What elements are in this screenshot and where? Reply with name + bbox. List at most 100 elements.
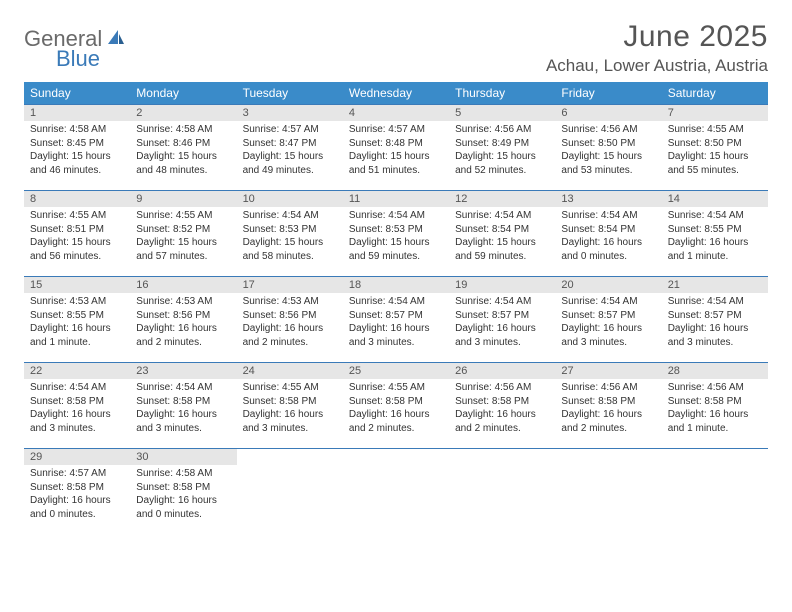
day-number: 4 xyxy=(343,105,449,121)
calendar-cell: 21Sunrise: 4:54 AMSunset: 8:57 PMDayligh… xyxy=(662,277,768,363)
calendar-cell xyxy=(237,449,343,535)
logo-sail-icon xyxy=(106,28,126,51)
weekday-thursday: Thursday xyxy=(449,82,555,105)
calendar-cell xyxy=(662,449,768,535)
calendar-cell: 11Sunrise: 4:54 AMSunset: 8:53 PMDayligh… xyxy=(343,191,449,277)
weekday-row: Sunday Monday Tuesday Wednesday Thursday… xyxy=(24,82,768,105)
day-number: 5 xyxy=(449,105,555,121)
day-detail: Sunrise: 4:56 AMSunset: 8:58 PMDaylight:… xyxy=(662,379,768,439)
calendar-cell: 25Sunrise: 4:55 AMSunset: 8:58 PMDayligh… xyxy=(343,363,449,449)
day-number: 9 xyxy=(130,191,236,207)
day-detail: Sunrise: 4:53 AMSunset: 8:55 PMDaylight:… xyxy=(24,293,130,353)
calendar-table: Sunday Monday Tuesday Wednesday Thursday… xyxy=(24,82,768,535)
calendar-cell: 6Sunrise: 4:56 AMSunset: 8:50 PMDaylight… xyxy=(555,105,661,191)
calendar-cell: 26Sunrise: 4:56 AMSunset: 8:58 PMDayligh… xyxy=(449,363,555,449)
day-number: 19 xyxy=(449,277,555,293)
day-number: 22 xyxy=(24,363,130,379)
month-title: June 2025 xyxy=(546,20,768,54)
calendar-cell: 10Sunrise: 4:54 AMSunset: 8:53 PMDayligh… xyxy=(237,191,343,277)
day-number: 16 xyxy=(130,277,236,293)
day-detail: Sunrise: 4:58 AMSunset: 8:58 PMDaylight:… xyxy=(130,465,236,525)
day-number: 3 xyxy=(237,105,343,121)
title-block: June 2025 Achau, Lower Austria, Austria xyxy=(546,20,768,76)
calendar-cell: 16Sunrise: 4:53 AMSunset: 8:56 PMDayligh… xyxy=(130,277,236,363)
day-number: 29 xyxy=(24,449,130,465)
calendar-cell: 28Sunrise: 4:56 AMSunset: 8:58 PMDayligh… xyxy=(662,363,768,449)
calendar-cell xyxy=(343,449,449,535)
logo: General Blue xyxy=(24,20,126,52)
day-detail: Sunrise: 4:54 AMSunset: 8:58 PMDaylight:… xyxy=(24,379,130,439)
logo-text-blue: Blue xyxy=(56,46,100,72)
calendar-cell xyxy=(449,449,555,535)
calendar-row: 8Sunrise: 4:55 AMSunset: 8:51 PMDaylight… xyxy=(24,191,768,277)
day-number: 1 xyxy=(24,105,130,121)
day-number: 12 xyxy=(449,191,555,207)
weekday-friday: Friday xyxy=(555,82,661,105)
day-detail: Sunrise: 4:53 AMSunset: 8:56 PMDaylight:… xyxy=(130,293,236,353)
day-number: 13 xyxy=(555,191,661,207)
day-detail: Sunrise: 4:56 AMSunset: 8:50 PMDaylight:… xyxy=(555,121,661,181)
day-detail: Sunrise: 4:56 AMSunset: 8:58 PMDaylight:… xyxy=(555,379,661,439)
calendar-cell: 30Sunrise: 4:58 AMSunset: 8:58 PMDayligh… xyxy=(130,449,236,535)
day-detail: Sunrise: 4:54 AMSunset: 8:53 PMDaylight:… xyxy=(343,207,449,267)
day-detail: Sunrise: 4:54 AMSunset: 8:53 PMDaylight:… xyxy=(237,207,343,267)
calendar-cell: 5Sunrise: 4:56 AMSunset: 8:49 PMDaylight… xyxy=(449,105,555,191)
weekday-monday: Monday xyxy=(130,82,236,105)
day-number: 17 xyxy=(237,277,343,293)
day-detail: Sunrise: 4:54 AMSunset: 8:54 PMDaylight:… xyxy=(449,207,555,267)
calendar-cell: 17Sunrise: 4:53 AMSunset: 8:56 PMDayligh… xyxy=(237,277,343,363)
day-number: 28 xyxy=(662,363,768,379)
weekday-sunday: Sunday xyxy=(24,82,130,105)
day-detail: Sunrise: 4:55 AMSunset: 8:51 PMDaylight:… xyxy=(24,207,130,267)
weekday-wednesday: Wednesday xyxy=(343,82,449,105)
day-number: 21 xyxy=(662,277,768,293)
day-number: 11 xyxy=(343,191,449,207)
day-detail: Sunrise: 4:57 AMSunset: 8:48 PMDaylight:… xyxy=(343,121,449,181)
day-number: 20 xyxy=(555,277,661,293)
calendar-cell: 15Sunrise: 4:53 AMSunset: 8:55 PMDayligh… xyxy=(24,277,130,363)
day-detail: Sunrise: 4:58 AMSunset: 8:45 PMDaylight:… xyxy=(24,121,130,181)
calendar-row: 1Sunrise: 4:58 AMSunset: 8:45 PMDaylight… xyxy=(24,105,768,191)
day-detail: Sunrise: 4:53 AMSunset: 8:56 PMDaylight:… xyxy=(237,293,343,353)
calendar-cell: 7Sunrise: 4:55 AMSunset: 8:50 PMDaylight… xyxy=(662,105,768,191)
calendar-cell: 23Sunrise: 4:54 AMSunset: 8:58 PMDayligh… xyxy=(130,363,236,449)
calendar-cell: 8Sunrise: 4:55 AMSunset: 8:51 PMDaylight… xyxy=(24,191,130,277)
calendar-cell: 4Sunrise: 4:57 AMSunset: 8:48 PMDaylight… xyxy=(343,105,449,191)
calendar-cell: 27Sunrise: 4:56 AMSunset: 8:58 PMDayligh… xyxy=(555,363,661,449)
day-detail: Sunrise: 4:55 AMSunset: 8:58 PMDaylight:… xyxy=(237,379,343,439)
day-number: 6 xyxy=(555,105,661,121)
day-detail: Sunrise: 4:57 AMSunset: 8:58 PMDaylight:… xyxy=(24,465,130,525)
calendar-cell: 9Sunrise: 4:55 AMSunset: 8:52 PMDaylight… xyxy=(130,191,236,277)
day-number: 25 xyxy=(343,363,449,379)
calendar-row: 29Sunrise: 4:57 AMSunset: 8:58 PMDayligh… xyxy=(24,449,768,535)
day-detail: Sunrise: 4:54 AMSunset: 8:57 PMDaylight:… xyxy=(555,293,661,353)
day-number: 26 xyxy=(449,363,555,379)
calendar-cell: 3Sunrise: 4:57 AMSunset: 8:47 PMDaylight… xyxy=(237,105,343,191)
day-number: 8 xyxy=(24,191,130,207)
day-detail: Sunrise: 4:56 AMSunset: 8:58 PMDaylight:… xyxy=(449,379,555,439)
day-detail: Sunrise: 4:54 AMSunset: 8:57 PMDaylight:… xyxy=(449,293,555,353)
day-detail: Sunrise: 4:55 AMSunset: 8:52 PMDaylight:… xyxy=(130,207,236,267)
calendar-row: 22Sunrise: 4:54 AMSunset: 8:58 PMDayligh… xyxy=(24,363,768,449)
day-number: 24 xyxy=(237,363,343,379)
calendar-cell: 24Sunrise: 4:55 AMSunset: 8:58 PMDayligh… xyxy=(237,363,343,449)
calendar-cell: 2Sunrise: 4:58 AMSunset: 8:46 PMDaylight… xyxy=(130,105,236,191)
day-detail: Sunrise: 4:58 AMSunset: 8:46 PMDaylight:… xyxy=(130,121,236,181)
calendar-body: 1Sunrise: 4:58 AMSunset: 8:45 PMDaylight… xyxy=(24,105,768,535)
day-detail: Sunrise: 4:54 AMSunset: 8:55 PMDaylight:… xyxy=(662,207,768,267)
calendar-row: 15Sunrise: 4:53 AMSunset: 8:55 PMDayligh… xyxy=(24,277,768,363)
calendar-cell: 18Sunrise: 4:54 AMSunset: 8:57 PMDayligh… xyxy=(343,277,449,363)
calendar-cell xyxy=(555,449,661,535)
day-number: 23 xyxy=(130,363,236,379)
header: General Blue June 2025 Achau, Lower Aust… xyxy=(24,20,768,76)
calendar-cell: 22Sunrise: 4:54 AMSunset: 8:58 PMDayligh… xyxy=(24,363,130,449)
calendar-cell: 12Sunrise: 4:54 AMSunset: 8:54 PMDayligh… xyxy=(449,191,555,277)
day-detail: Sunrise: 4:54 AMSunset: 8:58 PMDaylight:… xyxy=(130,379,236,439)
day-number: 27 xyxy=(555,363,661,379)
day-detail: Sunrise: 4:57 AMSunset: 8:47 PMDaylight:… xyxy=(237,121,343,181)
calendar-cell: 20Sunrise: 4:54 AMSunset: 8:57 PMDayligh… xyxy=(555,277,661,363)
weekday-tuesday: Tuesday xyxy=(237,82,343,105)
day-detail: Sunrise: 4:55 AMSunset: 8:50 PMDaylight:… xyxy=(662,121,768,181)
calendar-cell: 13Sunrise: 4:54 AMSunset: 8:54 PMDayligh… xyxy=(555,191,661,277)
day-number: 7 xyxy=(662,105,768,121)
